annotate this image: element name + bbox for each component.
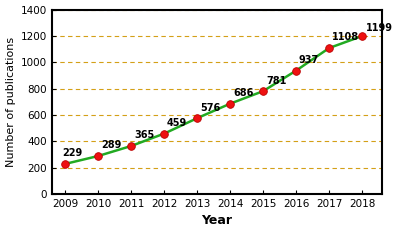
Text: 289: 289 bbox=[101, 140, 122, 150]
X-axis label: Year: Year bbox=[202, 214, 232, 227]
Text: 459: 459 bbox=[167, 118, 187, 128]
Text: 686: 686 bbox=[233, 88, 253, 98]
Text: 576: 576 bbox=[200, 103, 220, 113]
Y-axis label: Number of publications: Number of publications bbox=[6, 37, 16, 167]
Text: 365: 365 bbox=[134, 130, 154, 140]
Text: 937: 937 bbox=[299, 55, 319, 65]
Text: 781: 781 bbox=[266, 75, 286, 86]
Text: 1199: 1199 bbox=[366, 23, 393, 33]
Text: 1108: 1108 bbox=[332, 32, 359, 42]
Text: 229: 229 bbox=[63, 148, 83, 158]
